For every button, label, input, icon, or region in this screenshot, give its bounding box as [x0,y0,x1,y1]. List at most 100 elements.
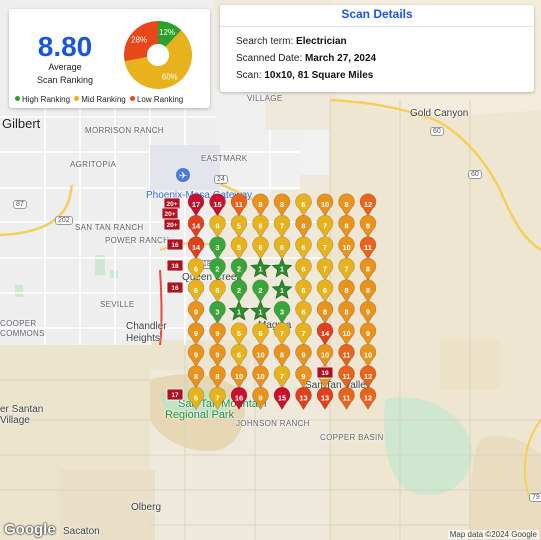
ranking-pin[interactable]: 8 [338,301,355,325]
ranking-pin[interactable]: 6 [230,344,248,368]
ranking-pin[interactable]: 2 [209,258,226,282]
ranking-pin[interactable]: 11 [338,344,355,368]
ranking-pin[interactable]: 3 [273,301,291,325]
edge-rank-marker[interactable]: 20+ [163,197,181,210]
ranking-pin[interactable]: 7 [338,258,355,282]
ranking-pin[interactable]: 1 [271,257,293,278]
ranking-pin[interactable]: 6 [295,193,312,217]
ranking-pin[interactable]: 12 [359,387,377,411]
ranking-pin[interactable]: 14 [187,236,205,260]
ranking-pin[interactable]: 8 [295,215,312,239]
ranking-pin[interactable]: 6 [187,258,205,282]
edge-rank-marker[interactable]: 17 [166,388,184,401]
ranking-pin[interactable]: 10 [252,344,269,368]
ranking-pin[interactable]: 3 [209,236,226,260]
ranking-pin[interactable]: 5 [230,322,248,346]
ranking-pin[interactable]: 11 [338,365,355,389]
ranking-pin[interactable]: 9 [359,322,377,346]
ranking-pin[interactable]: 1 [228,300,250,321]
ranking-pin[interactable]: 8 [187,365,205,389]
ranking-pin[interactable]: 14 [316,322,334,346]
ranking-pin[interactable]: 11 [359,236,377,260]
ranking-pin[interactable]: 6 [295,236,312,260]
ranking-pin[interactable]: 1 [250,300,271,321]
ranking-pin[interactable]: 10 [252,365,269,389]
ranking-pin[interactable]: 12 [359,365,377,389]
ranking-pin[interactable]: 8 [359,215,377,239]
ranking-pin[interactable]: 9 [359,301,377,325]
ranking-pin[interactable]: 9 [209,322,226,346]
ranking-pin[interactable]: 6 [209,215,226,239]
ranking-pin[interactable]: 7 [273,215,291,239]
ranking-pin[interactable]: 8 [338,215,355,239]
ranking-pin[interactable]: 8 [273,344,291,368]
edge-rank-marker[interactable]: 20+ [161,207,179,220]
ranking-pin[interactable]: 7 [295,322,312,346]
ranking-pin[interactable]: 8 [209,365,226,389]
google-logo[interactable]: Google [4,521,56,538]
ranking-pin[interactable]: 10 [338,236,355,260]
ranking-pin[interactable]: 1 [250,257,271,278]
route-shield: 24 [214,175,228,184]
edge-rank-marker[interactable]: 20+ [163,218,181,231]
ranking-pin[interactable]: 11 [338,387,355,411]
edge-rank-marker[interactable]: 18 [166,259,184,272]
ranking-pin[interactable]: 9 [187,344,205,368]
ranking-pin[interactable]: 5 [230,236,248,260]
ranking-pin[interactable]: 14 [187,215,205,239]
ranking-pin[interactable]: 9 [295,344,312,368]
ranking-pin[interactable]: 7 [209,387,226,411]
ranking-pin[interactable]: 9 [209,344,226,368]
ranking-pin[interactable]: 8 [359,258,377,282]
ranking-pin[interactable]: 10 [338,322,355,346]
ranking-pin[interactable]: 11 [230,193,248,217]
ranking-pin[interactable]: 9 [187,322,205,346]
ranking-pin[interactable]: 10 [316,344,334,368]
ranking-pin[interactable]: 8 [273,193,291,217]
ranking-pin[interactable]: 12 [359,193,377,217]
ranking-pin[interactable]: 6 [273,236,291,260]
ranking-pin[interactable]: 6 [252,322,269,346]
ranking-pin[interactable]: 2 [230,258,248,282]
ranking-pin[interactable]: 17 [187,193,205,217]
ranking-pin[interactable]: 13 [316,387,334,411]
ranking-pin[interactable]: 10 [316,193,334,217]
ranking-pin[interactable]: 5 [230,215,248,239]
ranking-pin[interactable]: 6 [316,279,334,303]
ranking-pin[interactable]: 8 [316,301,334,325]
ranking-pin[interactable]: 6 [252,215,269,239]
ranking-pin[interactable]: 7 [316,215,334,239]
ranking-pin[interactable]: 6 [295,279,312,303]
ranking-pin[interactable]: 6 [252,236,269,260]
edge-rank-marker[interactable]: 16 [166,281,184,294]
ranking-pin[interactable]: 8 [338,193,355,217]
ranking-pin[interactable]: 1 [271,278,293,299]
ranking-pin[interactable]: 16 [230,387,248,411]
ranking-pin[interactable]: 7 [273,365,291,389]
ranking-pin[interactable]: 10 [230,365,248,389]
ranking-pin[interactable]: 6 [295,258,312,282]
ranking-pin[interactable]: 2 [230,279,248,303]
ranking-pin[interactable]: 6 [295,301,312,325]
ranking-pin[interactable]: 3 [209,301,226,325]
ranking-pin[interactable]: 7 [316,258,334,282]
edge-rank-marker[interactable]: 19 [316,366,334,379]
ranking-pin[interactable]: 6 [209,279,226,303]
ranking-pin[interactable]: 7 [316,236,334,260]
ranking-pin[interactable]: 9 [187,301,205,325]
ranking-pin[interactable]: 8 [252,193,269,217]
ranking-pin[interactable]: 6 [187,387,205,411]
map-attribution[interactable]: Map data ©2024 Google [447,530,539,539]
ranking-pin[interactable]: 9 [295,365,312,389]
ranking-pin[interactable]: 13 [295,387,312,411]
ranking-pin[interactable]: 2 [252,279,269,303]
ranking-pin[interactable]: 15 [209,193,226,217]
edge-rank-marker[interactable]: 16 [166,238,184,251]
ranking-pin[interactable]: 8 [338,279,355,303]
ranking-pin[interactable]: 15 [273,387,291,411]
ranking-pin[interactable]: 9 [252,387,269,411]
ranking-pin[interactable]: 7 [273,322,291,346]
ranking-pin[interactable]: 10 [359,344,377,368]
ranking-pin[interactable]: 8 [359,279,377,303]
ranking-pin[interactable]: 6 [187,279,205,303]
